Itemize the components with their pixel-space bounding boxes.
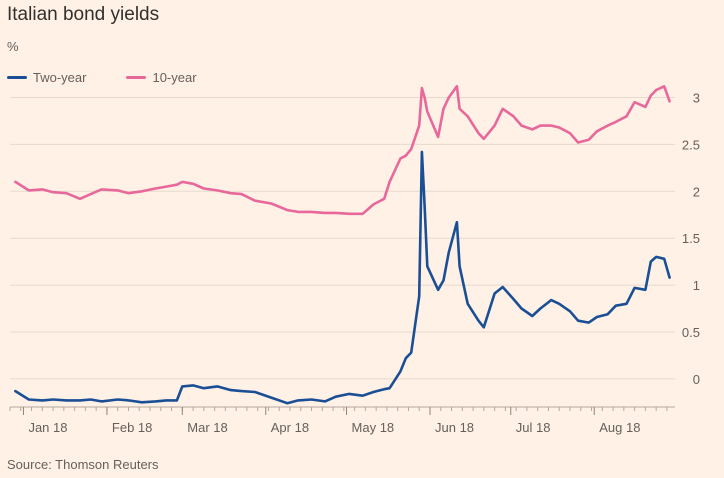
x-tick-label: Apr 18 (271, 420, 309, 435)
x-tick-label: Mar 18 (187, 420, 227, 435)
y-tick-label: 1.5 (682, 231, 700, 246)
legend-swatch-two-year (7, 76, 27, 79)
y-tick-label: 3 (693, 91, 700, 106)
y-tick-label: 1 (693, 278, 700, 293)
legend-item-two-year: Two-year (7, 70, 86, 85)
source-note: Source: Thomson Reuters (7, 457, 159, 472)
y-tick-label: 2.5 (682, 137, 700, 152)
legend-item-ten-year: 10-year (126, 70, 197, 85)
legend: Two-year 10-year (7, 70, 237, 85)
x-tick-label: Jan 18 (28, 420, 67, 435)
y-tick-label: 0 (693, 372, 700, 387)
x-tick-label: Jul 18 (516, 420, 551, 435)
legend-label-two-year: Two-year (33, 70, 87, 85)
x-tick-label: May 18 (352, 420, 395, 435)
x-tick-label: Aug 18 (599, 420, 640, 435)
series-line-two-year (14, 150, 671, 405)
x-tick-label: Jun 18 (435, 420, 474, 435)
legend-swatch-ten-year (126, 76, 147, 79)
x-tick-label: Feb 18 (112, 420, 152, 435)
chart-title: Italian bond yields (7, 4, 160, 25)
y-tick-label: 0.5 (682, 325, 700, 340)
y-tick-label: 2 (693, 184, 700, 199)
legend-label-ten-year: 10-year (152, 70, 197, 85)
series-line-ten-year (14, 85, 671, 216)
unit-label: % (7, 39, 19, 54)
